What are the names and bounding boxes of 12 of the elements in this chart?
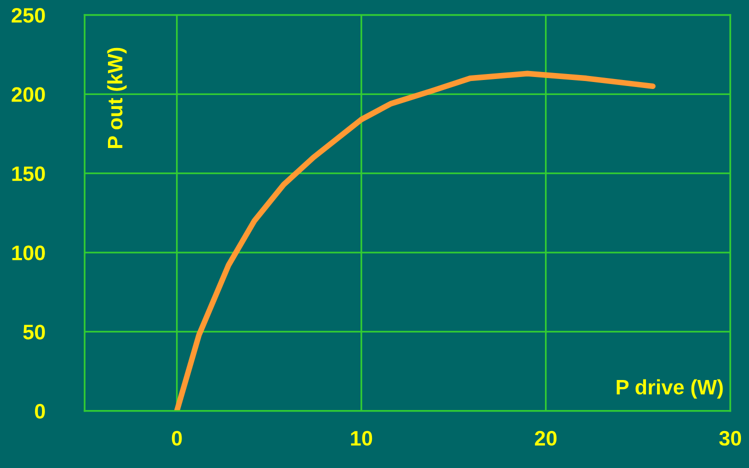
y-tick-label: 50 — [23, 324, 45, 340]
x-tick-label: 20 — [534, 430, 557, 446]
y-tick-label: 150 — [12, 166, 45, 182]
y-tick-label: 250 — [12, 8, 45, 23]
x-tick-label: 0 — [172, 430, 182, 446]
x-tick-label: 10 — [351, 430, 372, 446]
y-tick-label: 0 — [34, 404, 45, 419]
x-axis-title: P drive (W) — [616, 379, 723, 399]
x-tick-label: 30 — [719, 430, 742, 446]
y-tick-label: 200 — [12, 87, 45, 102]
y-tick-label: 100 — [12, 246, 45, 260]
y-axis-title: P out (kW) — [107, 48, 127, 148]
